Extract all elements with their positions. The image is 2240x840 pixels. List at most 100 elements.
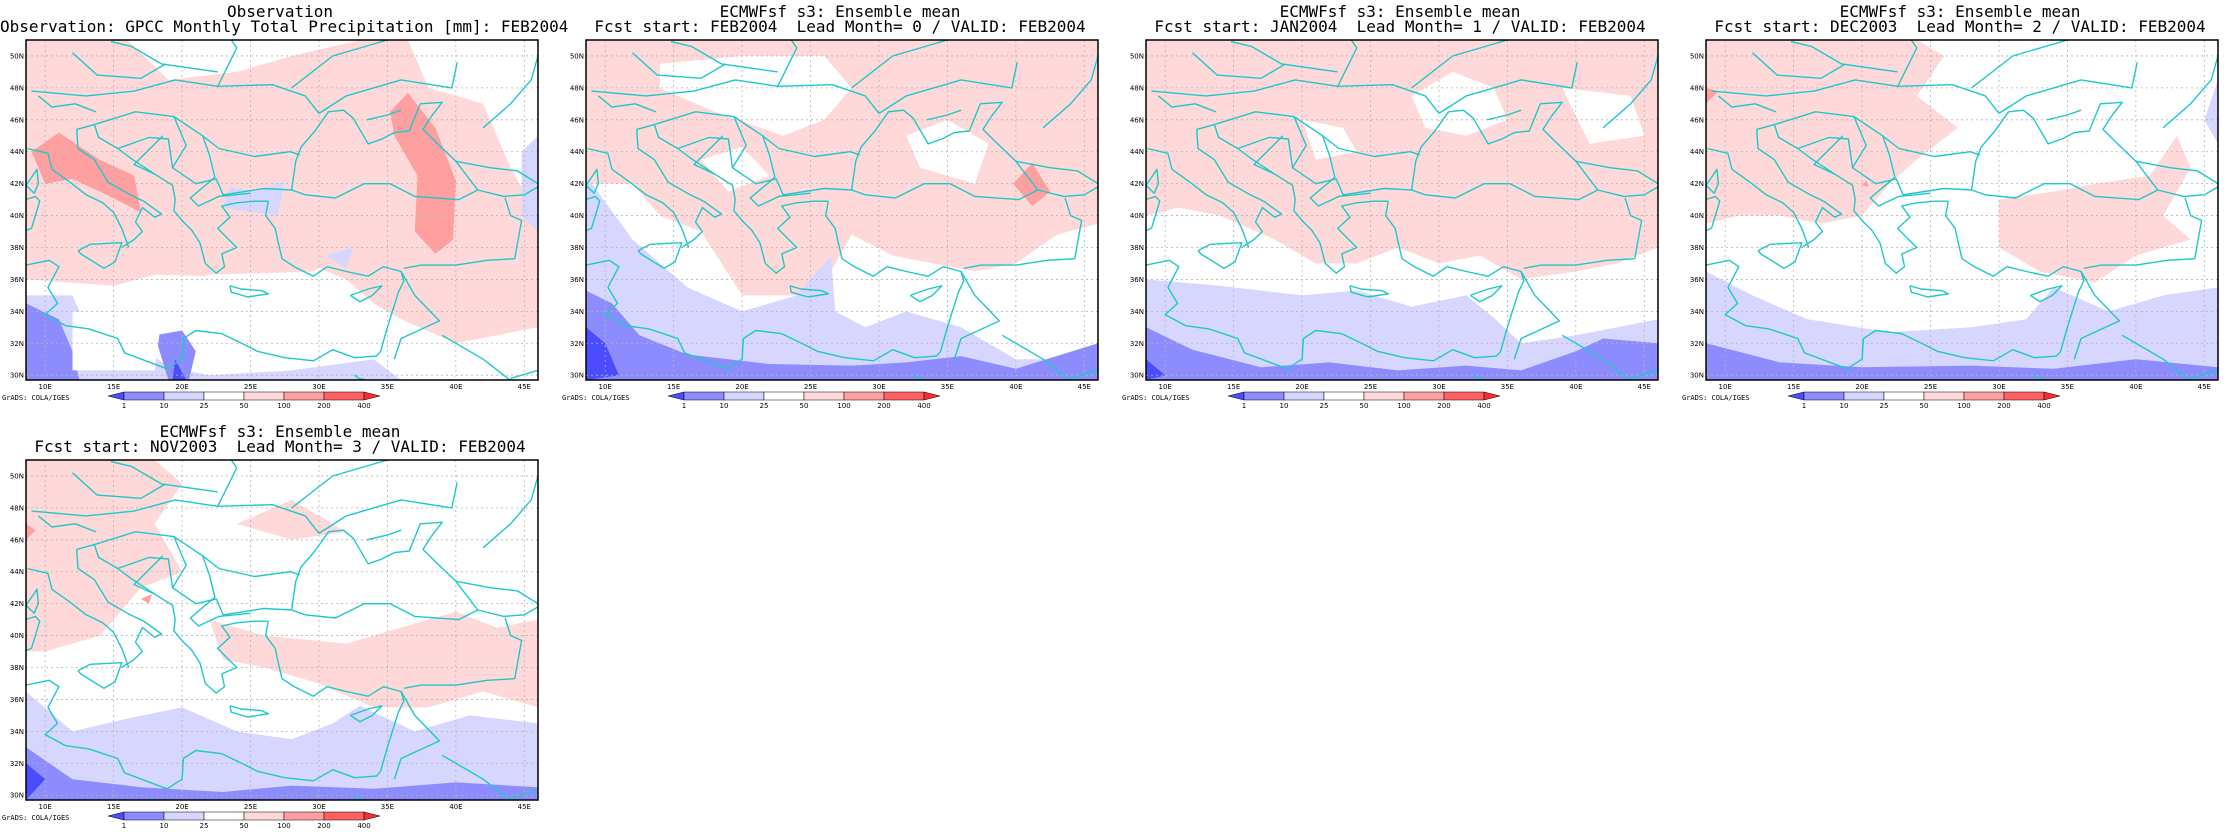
coastline bbox=[1151, 79, 1440, 114]
lon-tick-label: 15E bbox=[107, 383, 120, 391]
lon-tick-label: 20E bbox=[1295, 383, 1308, 391]
coastline bbox=[1015, 160, 1098, 185]
coastline bbox=[31, 79, 320, 114]
colorbar-tick-label: 25 bbox=[1320, 402, 1329, 410]
coastline bbox=[2184, 197, 2203, 259]
lon-tick-label: 40E bbox=[1569, 383, 1582, 391]
colorbar-swatch bbox=[107, 391, 125, 401]
lat-tick-label: 46N bbox=[1690, 116, 1704, 124]
colorbar-swatch bbox=[163, 811, 205, 821]
lat-tick-label: 36N bbox=[1130, 276, 1144, 284]
lon-tick-label: 10E bbox=[38, 803, 51, 811]
coastline bbox=[110, 460, 218, 493]
colorbar-swatch bbox=[163, 391, 205, 401]
coastline bbox=[1756, 123, 1949, 274]
lat-tick-label: 38N bbox=[10, 244, 24, 252]
coastline bbox=[1909, 285, 1950, 298]
coastline bbox=[441, 334, 512, 380]
coastline bbox=[31, 499, 320, 534]
lat-tick-label: 42N bbox=[1130, 180, 1144, 188]
colorbar-tick-label: 200 bbox=[317, 822, 330, 830]
coastline bbox=[229, 705, 270, 718]
coastline bbox=[72, 52, 166, 79]
colorbar-tick-label: 10 bbox=[160, 402, 169, 410]
panel-lead-0: ECMWFsf s3: Ensemble mean Fcst start: FE… bbox=[560, 0, 1120, 420]
lon-tick-label: 45E bbox=[2198, 383, 2211, 391]
coastline bbox=[482, 55, 538, 129]
panel-subtitle: Fcst start: JAN2004 Lead Month= 1 / VALI… bbox=[1154, 17, 1646, 36]
panel-title: ECMWFsf s3: Ensemble mean bbox=[1839, 2, 2081, 21]
lat-tick-label: 32N bbox=[10, 760, 24, 768]
lon-tick-label: 35E bbox=[2061, 383, 2074, 391]
colorbar-swatch bbox=[323, 391, 365, 401]
coastline bbox=[693, 135, 724, 175]
coastline bbox=[171, 116, 292, 196]
colorbar-swatch bbox=[1243, 391, 1285, 401]
coastline bbox=[403, 678, 515, 689]
coastline bbox=[217, 40, 238, 87]
coastline bbox=[354, 794, 370, 800]
precip-shading-100_200 bbox=[390, 92, 456, 254]
precip-shading-100_200 bbox=[141, 594, 152, 604]
coastline bbox=[350, 285, 383, 303]
coastline bbox=[926, 109, 962, 121]
coastline bbox=[94, 531, 301, 578]
coastline bbox=[654, 111, 861, 158]
lat-tick-label: 44N bbox=[10, 148, 24, 156]
coastline bbox=[1237, 136, 1294, 168]
coastline bbox=[1575, 160, 1658, 185]
lon-tick-label: 10E bbox=[598, 383, 611, 391]
lat-tick-label: 34N bbox=[10, 728, 24, 736]
coastline bbox=[510, 369, 538, 380]
colorbar-swatch bbox=[283, 811, 325, 821]
coastline bbox=[637, 241, 683, 270]
lat-tick-label: 46N bbox=[570, 116, 584, 124]
coastline bbox=[264, 621, 405, 782]
coastline bbox=[72, 472, 166, 499]
lat-tick-label: 38N bbox=[570, 244, 584, 252]
coastline bbox=[1657, 107, 1658, 143]
lat-tick-label: 44N bbox=[570, 148, 584, 156]
lon-tick-label: 25E bbox=[244, 383, 257, 391]
coastline bbox=[586, 195, 601, 232]
colorbar-swatch bbox=[2003, 391, 2045, 401]
coastline bbox=[26, 588, 40, 614]
precip-shading-1_10 bbox=[1146, 327, 1658, 380]
coastline bbox=[1851, 116, 1972, 196]
coastline bbox=[1230, 40, 1338, 73]
coastline bbox=[1486, 109, 1522, 121]
lon-tick-label: 30E bbox=[312, 383, 325, 391]
coastline bbox=[76, 123, 269, 274]
lat-tick-label: 30N bbox=[1130, 372, 1144, 380]
coastline bbox=[1711, 79, 2000, 114]
colorbar-swatch bbox=[1363, 391, 1405, 401]
lat-tick-label: 36N bbox=[570, 276, 584, 284]
coastline bbox=[291, 40, 388, 89]
coastline bbox=[914, 374, 930, 380]
coastline bbox=[1146, 195, 1161, 232]
coastline bbox=[749, 135, 811, 207]
colorbar-tick-label: 1 bbox=[1802, 402, 1806, 410]
colorbar-tick-label: 25 bbox=[200, 402, 209, 410]
coastline bbox=[217, 460, 238, 507]
coastline bbox=[26, 259, 314, 370]
colorbar-tick-label: 50 bbox=[1920, 402, 1929, 410]
coastline bbox=[677, 136, 734, 168]
coastline bbox=[1157, 95, 1217, 113]
coastline bbox=[1998, 62, 2138, 114]
precip-shading-25_50 bbox=[72, 311, 162, 371]
colorbar: 1 10 25 50 100 200 400 bbox=[107, 391, 381, 410]
colorbar-swatch bbox=[123, 391, 165, 401]
lat-tick-label: 42N bbox=[10, 180, 24, 188]
lat-tick-label: 44N bbox=[1130, 148, 1144, 156]
precip-shading-1_10 bbox=[586, 290, 1098, 380]
lat-tick-label: 40N bbox=[10, 212, 24, 220]
coastline bbox=[133, 555, 164, 595]
lon-tick-label: 25E bbox=[244, 803, 257, 811]
lat-tick-label: 30N bbox=[1690, 372, 1704, 380]
colorbar-swatch bbox=[1787, 391, 1805, 401]
lat-tick-label: 46N bbox=[10, 536, 24, 544]
lat-tick-label: 48N bbox=[10, 504, 24, 512]
lat-tick-label: 42N bbox=[1690, 180, 1704, 188]
coastline bbox=[318, 62, 458, 114]
